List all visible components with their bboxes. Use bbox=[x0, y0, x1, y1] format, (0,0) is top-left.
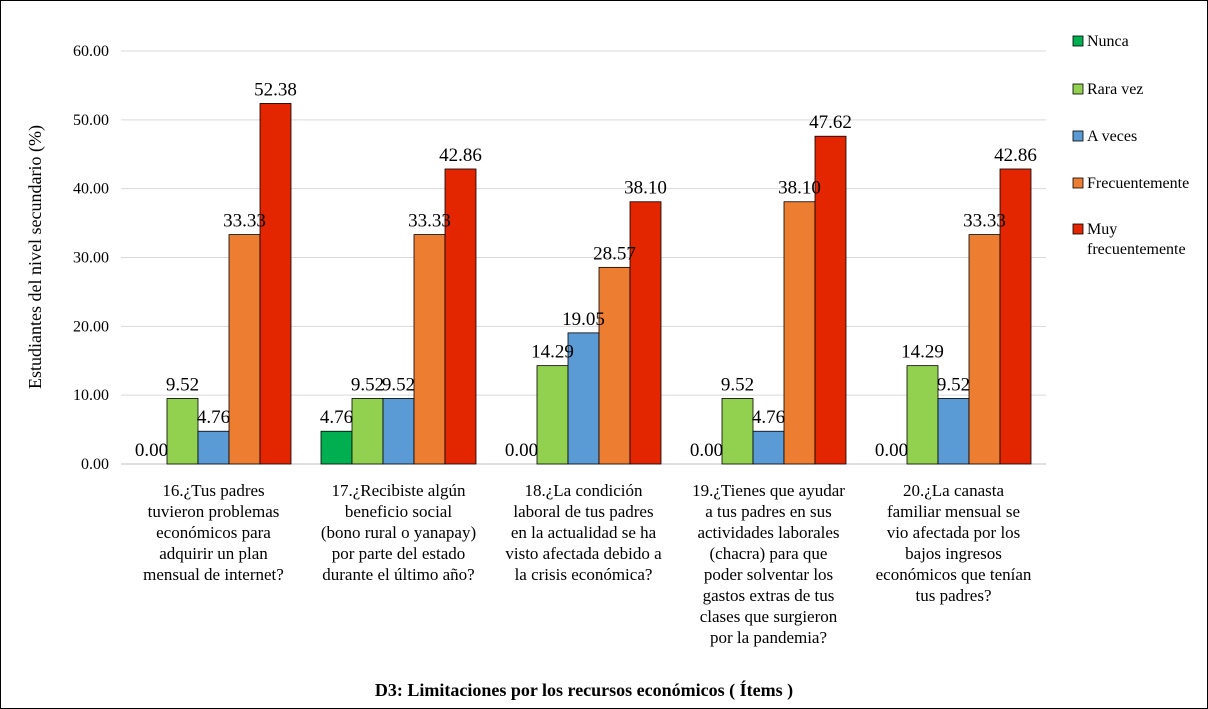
data-label: 4.76 bbox=[197, 407, 230, 428]
data-label: 4.76 bbox=[752, 407, 785, 428]
data-label: 14.29 bbox=[531, 342, 574, 363]
data-label: 0.00 bbox=[875, 440, 908, 461]
y-tick-label: 0.00 bbox=[81, 456, 109, 473]
data-label: 0.00 bbox=[505, 440, 538, 461]
x-axis-title: D3: Limitaciones por los recursos económ… bbox=[375, 679, 793, 701]
y-tick-label: 40.00 bbox=[73, 181, 109, 198]
bar bbox=[320, 430, 353, 465]
bar bbox=[906, 365, 939, 465]
data-label: 33.33 bbox=[963, 211, 1006, 232]
data-label: 19.05 bbox=[562, 309, 605, 330]
legend-swatch bbox=[1072, 83, 1084, 95]
bar bbox=[937, 398, 970, 465]
data-label: 9.52 bbox=[937, 374, 970, 395]
legend-swatch bbox=[1072, 35, 1084, 47]
bar bbox=[968, 234, 1001, 465]
bar bbox=[783, 201, 816, 465]
legend-label: Frecuentemente bbox=[1087, 175, 1189, 192]
bar bbox=[197, 430, 230, 465]
bar bbox=[752, 430, 785, 465]
y-tick-label: 30.00 bbox=[73, 250, 109, 267]
data-label: 38.10 bbox=[624, 178, 667, 199]
legend-swatch bbox=[1072, 223, 1084, 235]
bars bbox=[166, 103, 1032, 465]
bar bbox=[536, 365, 569, 465]
category-labels: 16.¿Tus padres tuvieron problemas económic… bbox=[143, 481, 1032, 647]
y-tick-label: 60.00 bbox=[73, 43, 109, 60]
data-label: 33.33 bbox=[223, 211, 266, 232]
y-tick-label: 10.00 bbox=[73, 387, 109, 404]
bar bbox=[567, 332, 600, 465]
y-tick-label: 20.00 bbox=[73, 318, 109, 335]
legend-label: A veces bbox=[1087, 128, 1137, 145]
bar bbox=[999, 168, 1032, 465]
data-label: 4.76 bbox=[320, 407, 353, 428]
y-axis-ticks: 0.00 10.00 20.00 30.00 40.00 50.00 60.00 bbox=[73, 43, 109, 473]
bar bbox=[444, 168, 477, 465]
y-tick-label: 50.00 bbox=[73, 112, 109, 129]
data-label: 9.52 bbox=[166, 374, 199, 395]
data-label: 9.52 bbox=[721, 374, 754, 395]
data-label: 28.57 bbox=[593, 243, 636, 264]
data-label: 52.38 bbox=[254, 79, 297, 100]
category-label: 18.¿La condición laboral de tus padres en … bbox=[505, 481, 662, 584]
data-label: 0.00 bbox=[135, 440, 168, 461]
category-label: 20.¿La canasta familiar mensual se vio afe… bbox=[876, 481, 1032, 605]
bar bbox=[259, 103, 292, 465]
data-label: 9.52 bbox=[351, 374, 384, 395]
data-label: 14.29 bbox=[901, 342, 944, 363]
legend-label: Rara vez bbox=[1087, 81, 1143, 98]
data-label: 47.62 bbox=[809, 112, 852, 133]
y-axis-title: Estudiantes del nivel secundario (%) bbox=[25, 125, 46, 389]
legend: Nunca Rara vez A veces Frecuentemente Muy fre… bbox=[1072, 33, 1189, 258]
data-label: 38.10 bbox=[778, 178, 821, 199]
bar bbox=[629, 201, 662, 465]
data-labels: 0.009.524.7633.3352.384.769.529.5233.334… bbox=[135, 79, 1037, 461]
data-label: 42.86 bbox=[439, 145, 482, 166]
bar bbox=[814, 135, 847, 465]
data-label: 33.33 bbox=[408, 211, 451, 232]
legend-swatch bbox=[1072, 130, 1084, 142]
category-label: 16.¿Tus padres tuvieron problemas económic… bbox=[143, 481, 284, 584]
legend-label: Muy frecuentemente bbox=[1087, 221, 1186, 258]
bar bbox=[598, 266, 631, 465]
data-label: 9.52 bbox=[382, 374, 415, 395]
legend-label: Nunca bbox=[1087, 33, 1129, 50]
data-label: 42.86 bbox=[994, 145, 1037, 166]
category-label: 17.¿Recibiste algún beneficio social (bono… bbox=[321, 481, 476, 584]
bar bbox=[413, 234, 446, 465]
data-label: 0.00 bbox=[690, 440, 723, 461]
legend-swatch bbox=[1072, 177, 1084, 189]
bar bbox=[228, 234, 261, 465]
bar bbox=[351, 398, 384, 465]
bar bbox=[166, 398, 199, 465]
category-label: 19.¿Tienes que ayudar a tus padres en sus… bbox=[692, 481, 845, 647]
bar bbox=[721, 398, 754, 465]
bar bbox=[382, 398, 415, 465]
